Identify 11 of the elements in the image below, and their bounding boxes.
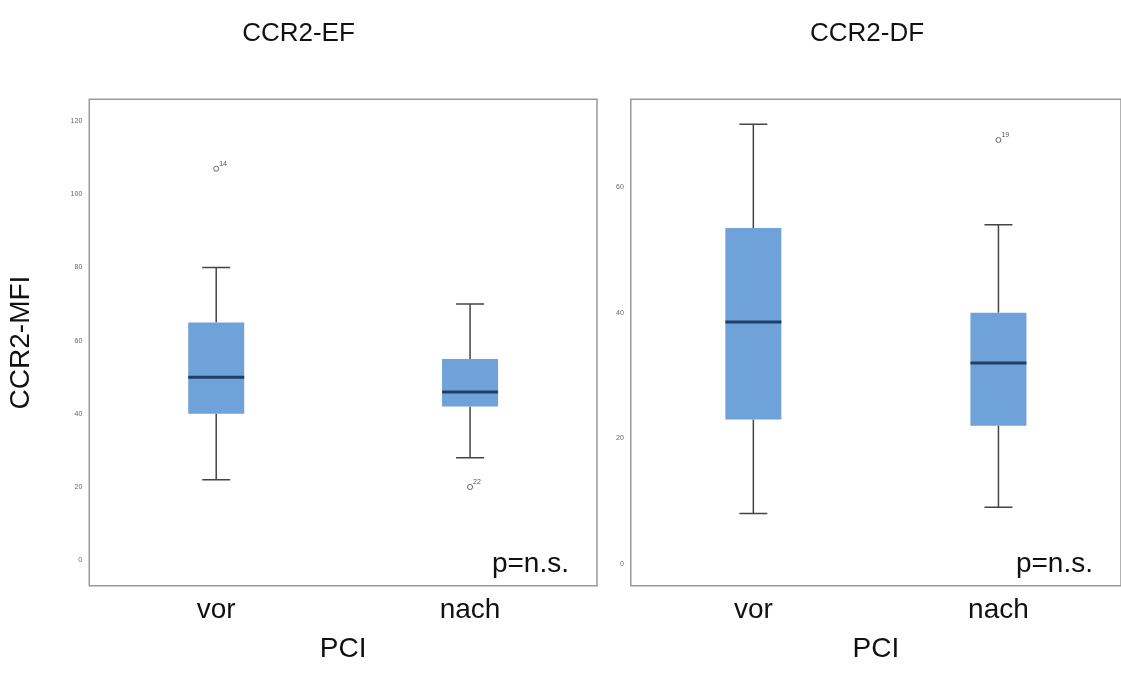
annotation: p=n.s. <box>1015 546 1093 578</box>
chart-title: CCR2-DF <box>809 16 925 47</box>
y-axis-title: CCR2-MFI <box>3 275 35 410</box>
chart-title: CCR2-EF <box>242 16 355 47</box>
x-tick-label: vor <box>196 593 236 625</box>
x-tick-label: nach <box>439 593 501 625</box>
x-tick-label: vor <box>733 593 773 625</box>
annotation: p=n.s. <box>491 546 569 578</box>
x-tick-label: nach <box>968 593 1029 625</box>
x-axis-title: PCI <box>852 631 900 663</box>
x-axis-title: PCI <box>319 631 367 663</box>
